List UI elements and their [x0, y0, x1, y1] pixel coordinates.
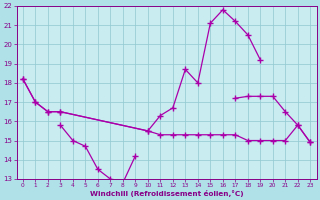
X-axis label: Windchill (Refroidissement éolien,°C): Windchill (Refroidissement éolien,°C) [90, 190, 244, 197]
